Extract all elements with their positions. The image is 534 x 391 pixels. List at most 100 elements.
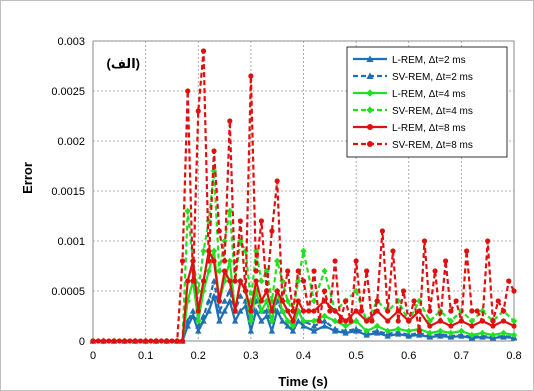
x-axis-title: Time (s) <box>278 374 328 389</box>
data-point <box>342 327 349 334</box>
data-point <box>158 338 165 344</box>
data-point <box>184 317 191 324</box>
data-point <box>511 323 517 329</box>
legend-label: SV-REM, Δt=8 ms <box>392 140 473 151</box>
data-point <box>221 307 228 314</box>
data-point <box>500 329 507 337</box>
data-point <box>464 248 470 254</box>
data-point <box>447 329 455 337</box>
data-point <box>490 323 496 329</box>
data-point <box>179 258 186 264</box>
data-point <box>227 118 233 124</box>
x-tick-label: 0.4 <box>296 350 311 362</box>
data-point <box>366 106 374 114</box>
data-point <box>247 317 255 325</box>
data-point <box>321 322 328 329</box>
data-point <box>216 228 222 234</box>
data-point <box>216 317 223 324</box>
data-point <box>366 89 374 97</box>
data-point <box>200 312 207 319</box>
data-point <box>221 237 228 245</box>
data-point <box>269 228 275 234</box>
data-point <box>263 307 270 314</box>
data-point <box>253 268 259 274</box>
data-point <box>469 308 475 314</box>
data-point <box>169 338 175 344</box>
data-point <box>279 307 286 315</box>
data-point <box>406 318 412 324</box>
data-point <box>269 308 275 314</box>
data-point <box>258 277 265 285</box>
x-tick-label: 0.1 <box>138 350 153 362</box>
data-point <box>195 317 202 325</box>
data-point <box>306 308 312 314</box>
data-point <box>290 318 296 324</box>
data-point <box>216 267 223 275</box>
data-point <box>321 288 328 294</box>
data-point <box>248 308 254 314</box>
data-point <box>216 307 223 314</box>
data-point <box>189 312 197 319</box>
data-point <box>379 228 386 234</box>
legend-label: SV-REM, Δt=4 ms <box>392 106 473 117</box>
data-point <box>237 218 243 224</box>
data-point <box>321 317 328 324</box>
data-point <box>390 248 396 254</box>
data-point <box>231 317 239 324</box>
legend-label: L-REM, Δt=4 ms <box>392 89 466 100</box>
data-point <box>153 338 159 344</box>
data-point <box>458 318 464 324</box>
data-point <box>458 331 465 338</box>
series-line <box>93 169 515 343</box>
data-point <box>185 278 191 284</box>
series-line <box>93 279 515 343</box>
data-point <box>395 318 401 324</box>
data-point <box>310 322 318 329</box>
data-point <box>121 338 128 344</box>
data-point <box>310 297 318 305</box>
data-point <box>253 278 259 284</box>
data-point <box>247 297 255 305</box>
data-point <box>264 288 270 294</box>
data-point <box>195 308 201 314</box>
legend-entry: SV-REM, Δt=2 ms <box>353 72 473 83</box>
data-point <box>321 267 328 275</box>
data-point <box>447 317 455 325</box>
data-point <box>279 317 286 324</box>
x-tick-label: 0.2 <box>191 350 206 362</box>
data-point <box>453 298 459 304</box>
data-point <box>258 298 264 304</box>
data-point <box>258 317 265 324</box>
data-point <box>366 72 374 79</box>
y-axis-title: Error <box>20 162 35 194</box>
data-point <box>427 308 433 314</box>
data-point <box>468 317 476 325</box>
data-point <box>311 268 317 274</box>
data-point <box>190 278 196 284</box>
data-point <box>205 297 212 304</box>
x-tick-label: 0 <box>90 350 96 362</box>
data-point <box>468 331 476 339</box>
data-point <box>289 327 297 334</box>
data-point <box>342 322 349 330</box>
data-point <box>506 278 512 284</box>
legend-label: SV-REM, Δt=2 ms <box>392 72 473 83</box>
data-point <box>248 73 254 79</box>
data-point <box>289 322 297 330</box>
data-point <box>232 278 238 284</box>
data-point <box>437 327 444 335</box>
data-point <box>310 317 318 325</box>
data-point <box>210 277 218 284</box>
data-point <box>400 288 407 294</box>
data-point <box>369 318 375 324</box>
legend-label: L-REM, Δt=2 ms <box>392 55 466 66</box>
data-point <box>174 338 180 344</box>
legend-box <box>346 46 508 158</box>
y-tick-label: 0.0005 <box>51 286 85 298</box>
data-point <box>366 55 374 62</box>
data-point <box>300 308 307 314</box>
data-point <box>237 292 244 299</box>
data-point <box>479 329 486 337</box>
data-point <box>221 277 228 285</box>
x-tick-label: 0.7 <box>454 350 469 362</box>
